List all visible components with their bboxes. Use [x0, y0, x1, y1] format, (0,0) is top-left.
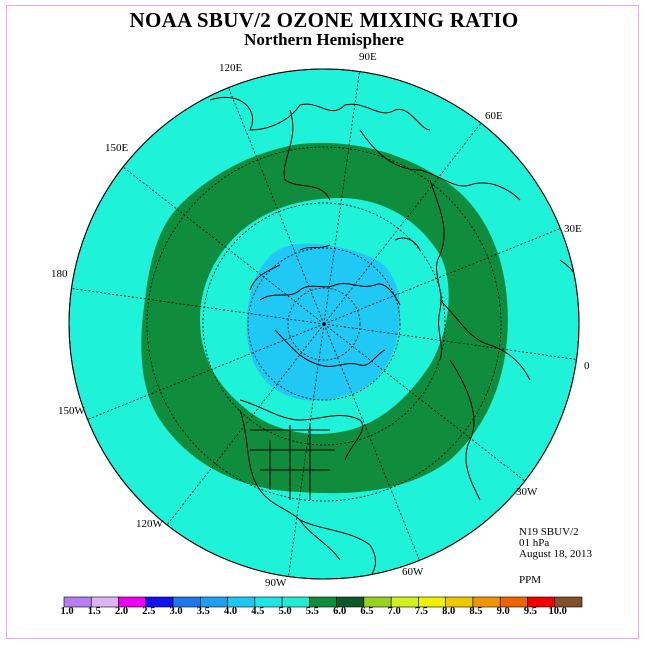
plot-frame	[6, 5, 639, 639]
colorbar-swatch	[554, 596, 583, 608]
lon-label-120w: 120W	[136, 518, 163, 530]
meridian-line	[288, 323, 325, 577]
meridian-line	[87, 323, 325, 420]
meridian-line	[323, 323, 577, 360]
meridian-line	[166, 323, 325, 526]
map-title: NOAA SBUV/2 OZONE MIXING RATIO	[129, 8, 519, 32]
meridian-lines	[71, 71, 577, 577]
units-label: PPM	[519, 574, 542, 586]
meridian-line	[323, 71, 360, 325]
meridian-line	[323, 122, 482, 325]
colorbar-tick-label: 3.0	[169, 606, 183, 617]
colorbar-tick-label: 5.0	[278, 606, 292, 617]
lon-label-180: 180	[51, 268, 68, 280]
meridian-line	[71, 288, 325, 325]
meridian-line	[228, 87, 325, 325]
lon-label-150w: 150W	[58, 405, 85, 417]
meridian-line	[122, 166, 325, 325]
colorbar-tick-label: 4.5	[251, 606, 265, 617]
lon-label-150e: 150E	[105, 142, 129, 154]
meridian-line	[323, 323, 420, 561]
colorbar-tick-label: 1.0	[60, 606, 74, 617]
coastlines	[209, 96, 579, 579]
colorbar-tick-label: 7.5	[414, 606, 428, 617]
high-ozone-ring	[141, 142, 508, 494]
colorbar-tick-label: 8.5	[469, 606, 483, 617]
pressure-level-label: 01 hPa	[519, 537, 550, 549]
lon-label-30e: 30E	[564, 223, 582, 235]
map-subtitle: Northern Hemisphere	[244, 30, 404, 49]
colorbar-tick-label: 2.5	[142, 606, 156, 617]
colorbar-tick-label: 8.0	[442, 606, 456, 617]
lon-label-0: 0	[584, 360, 590, 372]
colorbar-tick-label: 2.0	[114, 606, 129, 617]
meridian-line	[323, 323, 526, 482]
lon-label-60e: 60E	[485, 110, 503, 122]
lon-label-90w: 90W	[265, 577, 287, 589]
colorbar-tick-label: 7.0	[387, 606, 401, 617]
colorbar-tick-label: 3.5	[196, 606, 210, 617]
lon-label-90e: 90E	[359, 51, 377, 63]
lon-label-30w: 30W	[516, 486, 538, 498]
colorbar-tick-label: 10.0	[548, 606, 567, 617]
lon-label-60w: 60W	[402, 566, 424, 578]
colorbar-tick-label: 5.5	[305, 606, 319, 617]
colorbar-tick-label: 9.0	[496, 606, 510, 617]
colorbar-tick-label: 6.5	[360, 606, 374, 617]
latitude-circles	[146, 146, 502, 502]
colorbar-tick-label: 1.5	[87, 606, 101, 617]
colorbar-tick-label: 6.0	[333, 606, 347, 617]
colorbar-tick-label: 4.0	[224, 606, 238, 617]
meridian-line	[323, 228, 561, 325]
colorbar-tick-label: 9.5	[523, 606, 538, 617]
satellite-label: N19 SBUV/2	[519, 526, 579, 538]
date-label: August 18, 2013	[519, 548, 593, 560]
lon-label-120e: 120E	[219, 62, 243, 74]
polar-low-region	[246, 243, 400, 401]
disk-outline	[68, 68, 580, 580]
